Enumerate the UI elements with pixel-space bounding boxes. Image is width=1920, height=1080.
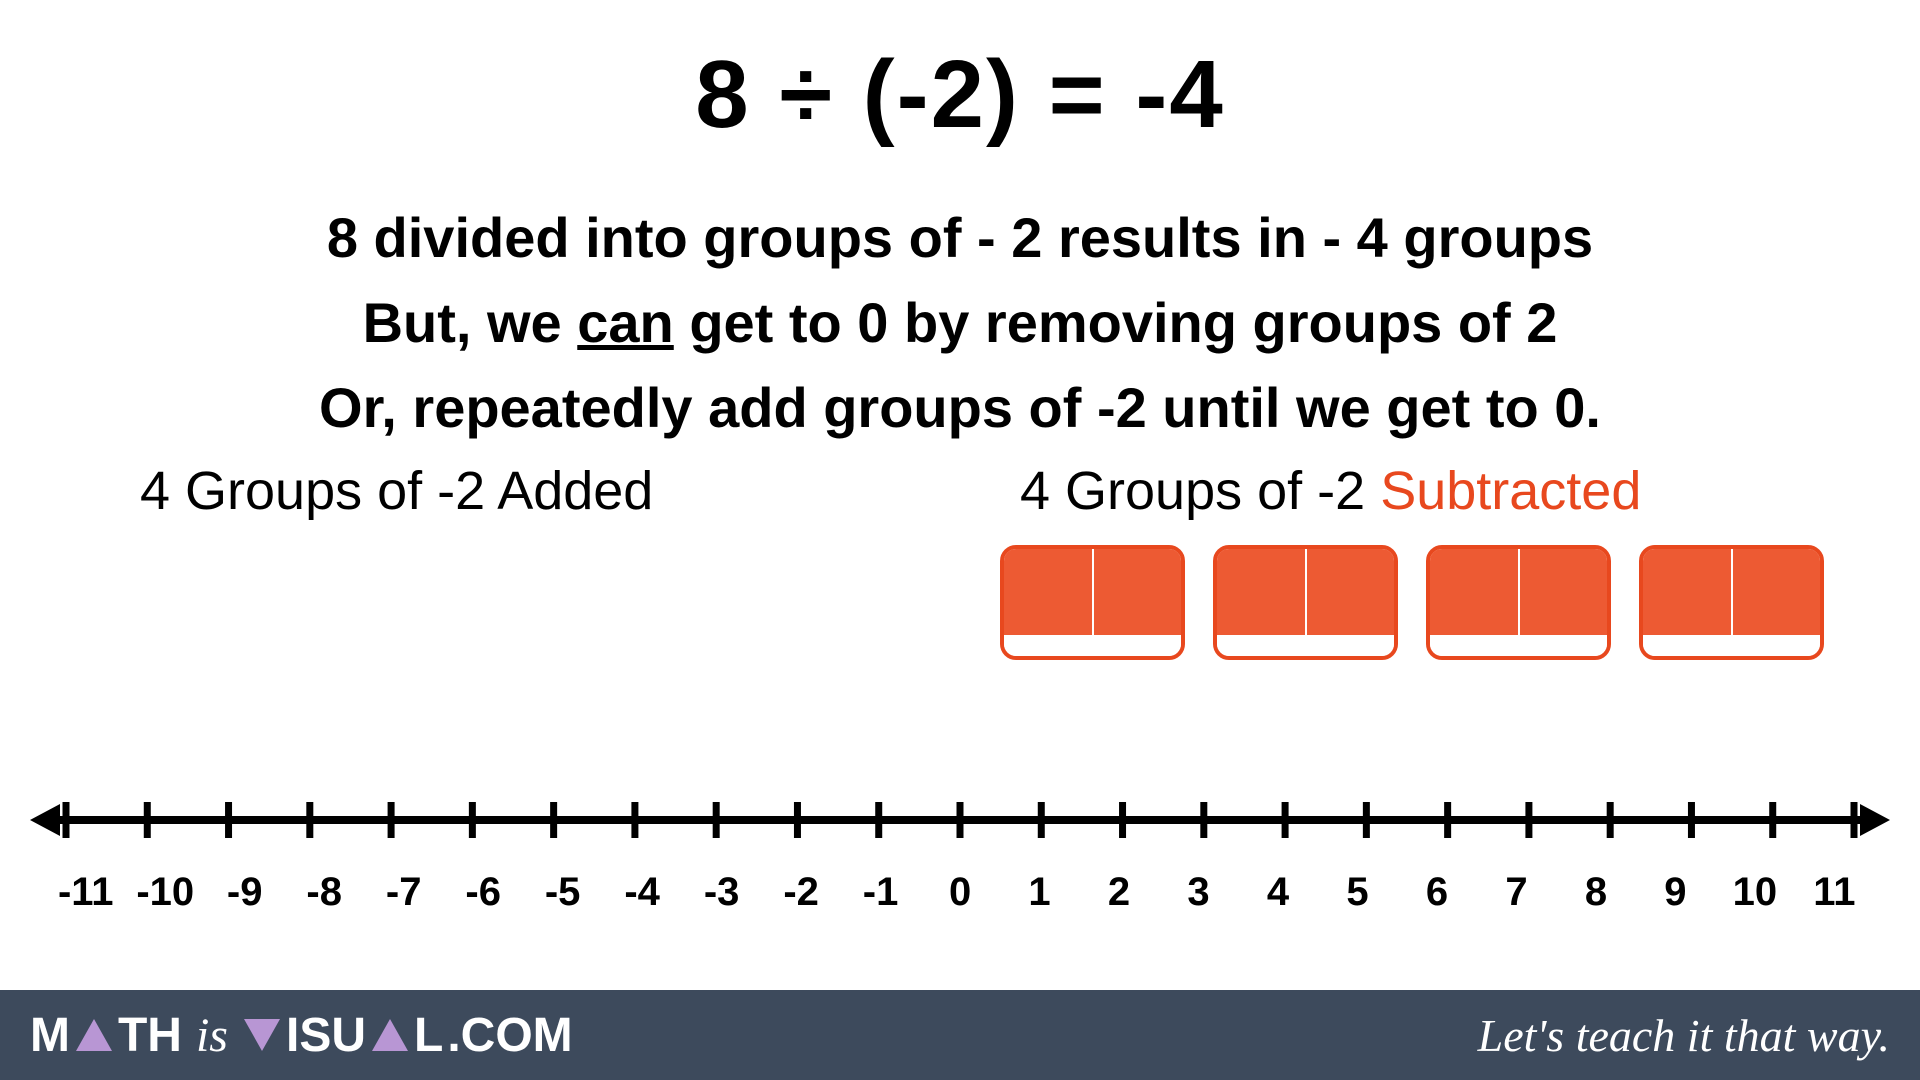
numline-label: 8	[1556, 870, 1635, 915]
sub-right-orange: Subtracted	[1380, 461, 1641, 521]
numline-label: -3	[682, 870, 761, 915]
footer-tagline: Let's teach it that way.	[1478, 1009, 1890, 1062]
numline-label: -7	[364, 870, 443, 915]
brand-th: TH	[118, 1008, 182, 1063]
subheading-subtracted: 4 Groups of -2 Subtracted	[1020, 460, 1641, 522]
tile	[1426, 545, 1611, 660]
number-line-svg	[30, 780, 1890, 860]
line2-post: get to 0 by removing groups of 2	[674, 291, 1558, 354]
numline-label: -6	[443, 870, 522, 915]
sub-right-pre: 4 Groups of -2	[1020, 461, 1380, 521]
explain-line-3: Or, repeatedly add groups of -2 until we…	[0, 375, 1920, 440]
numline-label: 0	[920, 870, 999, 915]
brand-com: .COM	[447, 1008, 572, 1063]
triangle-down-icon	[244, 1019, 280, 1051]
numline-label: 4	[1238, 870, 1317, 915]
number-line	[30, 780, 1890, 865]
explain-line-1: 8 divided into groups of - 2 results in …	[0, 205, 1920, 270]
line2-underlined: can	[577, 291, 674, 354]
brand-m: M	[30, 1008, 70, 1063]
brand-is: is	[196, 1008, 228, 1063]
numline-label: -4	[602, 870, 681, 915]
triangle-up-icon-2	[372, 1019, 408, 1051]
numline-label: 1	[1000, 870, 1079, 915]
brand-l: L	[414, 1008, 443, 1063]
numline-label: -10	[125, 870, 204, 915]
numline-label: -11	[46, 870, 125, 915]
tile	[1000, 545, 1185, 660]
tile	[1213, 545, 1398, 660]
brand-isu: ISU	[286, 1008, 366, 1063]
numline-label: -9	[205, 870, 284, 915]
numline-label: -5	[523, 870, 602, 915]
line2-pre: But, we	[363, 291, 578, 354]
numline-label: 3	[1159, 870, 1238, 915]
explain-line-2: But, we can get to 0 by removing groups …	[0, 290, 1920, 355]
numline-label: 6	[1397, 870, 1476, 915]
numline-label: 7	[1477, 870, 1556, 915]
equation-title: 8 ÷ (-2) = -4	[0, 40, 1920, 150]
triangle-up-icon	[76, 1019, 112, 1051]
numline-label: 10	[1715, 870, 1794, 915]
footer-bar: M TH is ISU L.COM Let's teach it that way.	[0, 990, 1920, 1080]
numline-label: 2	[1079, 870, 1158, 915]
numline-label: -2	[761, 870, 840, 915]
numline-label: -1	[841, 870, 920, 915]
numline-label: 5	[1318, 870, 1397, 915]
numline-label: -8	[284, 870, 363, 915]
number-line-labels: -11-10-9-8-7-6-5-4-3-2-101234567891011	[30, 870, 1890, 915]
numline-label: 11	[1795, 870, 1874, 915]
footer-brand: M TH is ISU L.COM	[30, 1008, 573, 1063]
numline-label: 9	[1636, 870, 1715, 915]
slide: 8 ÷ (-2) = -4 8 divided into groups of -…	[0, 0, 1920, 1080]
tile	[1639, 545, 1824, 660]
subheading-added: 4 Groups of -2 Added	[140, 460, 653, 522]
tile-group	[1000, 545, 1824, 660]
